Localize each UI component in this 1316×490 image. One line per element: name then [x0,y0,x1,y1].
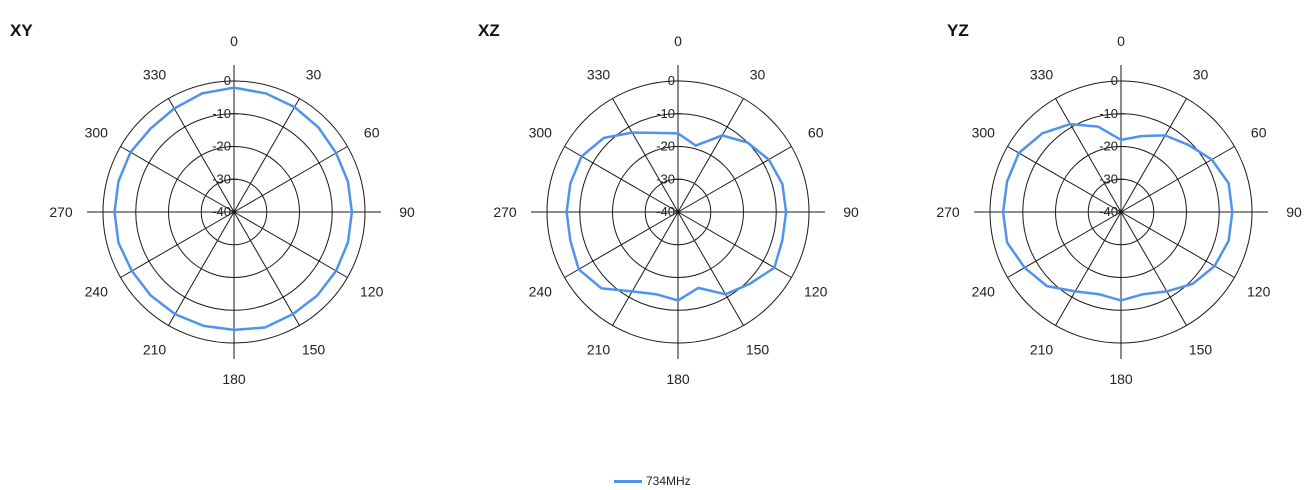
angle-tick-label: 30 [1193,66,1209,82]
angle-tick-label: 60 [1251,125,1267,141]
radial-tick-label: -10 [212,106,231,121]
angle-tick-label: 240 [529,284,553,300]
chart-title: XY [10,21,33,40]
angle-spoke [233,211,348,278]
series-line-734mhz [565,131,788,302]
angle-tick-label: 210 [1030,342,1054,358]
angle-tick-label: 120 [1247,284,1271,300]
angle-tick-label: 240 [85,284,109,300]
angle-spoke [677,146,792,213]
radial-tick-label: 0 [1111,73,1118,88]
angle-tick-label: 60 [364,125,380,141]
angle-tick-label: 150 [746,342,770,358]
angle-tick-label: 300 [529,125,553,141]
angle-tick-label: 210 [587,342,611,358]
angle-tick-label: 0 [674,33,682,49]
angle-spoke [1055,211,1122,326]
angle-spoke [1055,98,1122,213]
angle-spoke [564,211,679,278]
angle-tick-label: 330 [587,66,611,82]
radial-tick-label: 0 [224,73,231,88]
angle-tick-label: 0 [1117,33,1125,49]
legend-swatch [614,479,642,483]
angle-tick-label: 150 [1189,342,1213,358]
radial-tick-label: -30 [212,171,231,186]
radial-tick-label: -40 [1099,204,1118,219]
angle-spoke [168,98,235,213]
angle-tick-label: 120 [360,284,384,300]
radial-tick-label: -40 [212,204,231,219]
angle-tick-label: 180 [222,371,246,387]
angle-tick-label: 240 [972,284,996,300]
angle-tick-label: 330 [143,66,167,82]
angle-tick-label: 180 [1109,371,1133,387]
polar-chart-yz: YZ 0 -10 -20 -30 -40 0 30 60 90 120 150 180 210 240 270… [936,21,1302,387]
angle-spoke [1120,211,1235,278]
angle-spoke [1007,146,1122,213]
angle-spoke [168,211,235,326]
angle-spoke [1007,211,1122,278]
angle-spoke [1120,98,1187,213]
angle-tick-label: 90 [1286,204,1302,220]
angle-spoke [612,98,679,213]
series-line-734mhz [113,86,354,332]
radial-tick-label: -10 [1099,106,1118,121]
angle-tick-label: 30 [750,66,766,82]
angle-tick-label: 150 [302,342,326,358]
radial-tick-label: -20 [212,139,231,154]
radial-tick-label: -20 [1099,139,1118,154]
polar-chart-xz: XZ 0 -10 -20 -30 -40 0 30 60 90 120 150 180 210 240 270… [478,21,859,387]
angle-tick-label: 270 [936,204,960,220]
angle-spoke [233,211,300,326]
angle-tick-label: 0 [230,33,238,49]
angle-tick-label: 300 [85,125,109,141]
polar-chart-xy: XY 0 -10 -20 -30 -40 0 30 60 90 120 150 180 210 240 270… [10,21,415,387]
angle-spoke [120,146,235,213]
angle-spoke [677,211,744,326]
angle-tick-label: 30 [306,66,322,82]
series-line-734mhz [1001,122,1234,302]
angle-spoke [1120,146,1235,213]
angle-tick-label: 270 [49,204,73,220]
legend: 734MHz [614,473,691,489]
legend-label: 734MHz [646,474,691,488]
angle-tick-label: 270 [493,204,517,220]
radial-tick-label: 0 [668,73,675,88]
angle-spoke [677,211,792,278]
radial-tick-label: -30 [1099,171,1118,186]
angle-tick-label: 90 [399,204,415,220]
angle-spoke [564,146,679,213]
angle-spoke [120,211,235,278]
angle-spoke [1120,211,1187,326]
angle-tick-label: 120 [804,284,828,300]
angle-tick-label: 60 [808,125,824,141]
radial-tick-label: -30 [656,171,675,186]
angle-tick-label: 330 [1030,66,1054,82]
chart-title: XZ [478,21,500,40]
angle-spoke [677,98,744,213]
radial-tick-label: -10 [656,106,675,121]
chart-title: YZ [947,21,969,40]
angle-tick-label: 90 [843,204,859,220]
angle-tick-label: 300 [972,125,996,141]
angle-tick-label: 180 [666,371,690,387]
angle-spoke [233,146,348,213]
angle-spoke [233,98,300,213]
radial-tick-label: -40 [656,204,675,219]
angle-spoke [612,211,679,326]
angle-tick-label: 210 [143,342,167,358]
radial-tick-label: -20 [656,139,675,154]
